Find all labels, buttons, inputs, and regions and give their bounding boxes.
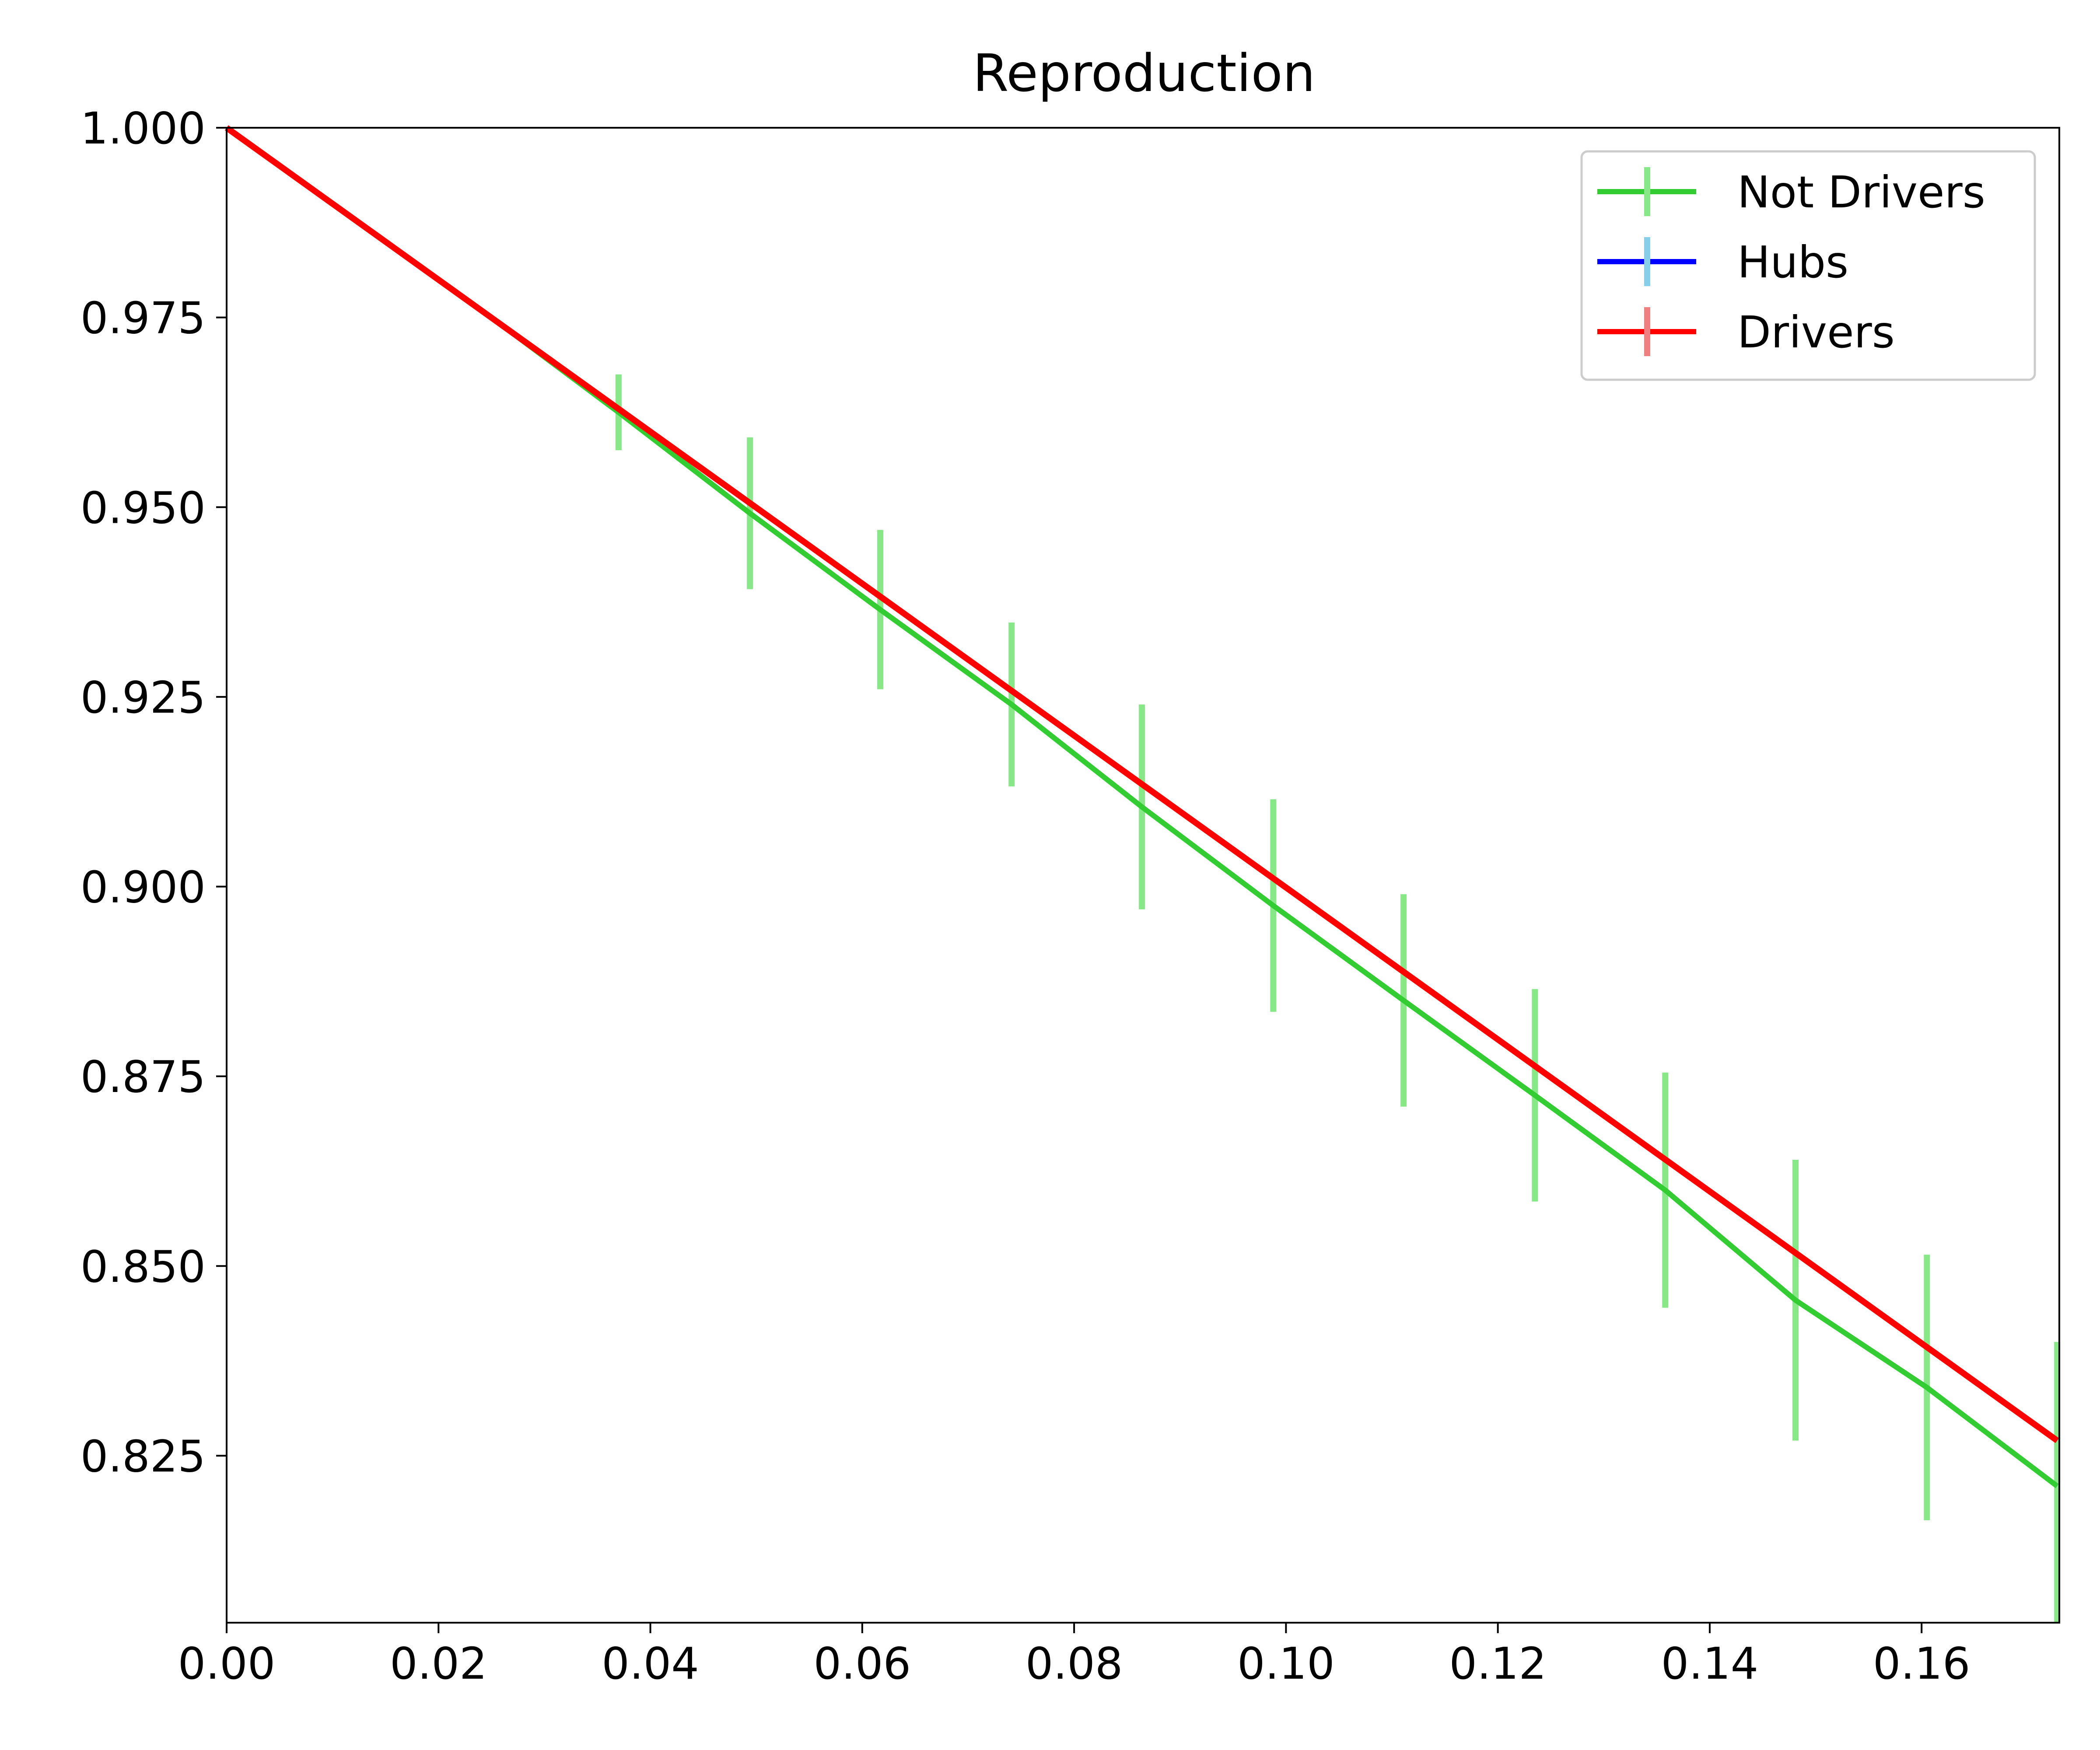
y-tick-label: 0.850 xyxy=(80,1241,206,1292)
y-tick-label: 0.875 xyxy=(80,1051,206,1102)
x-tick-label: 0.00 xyxy=(178,1638,276,1689)
y-axis: 0.825 0.850 0.875 0.900 0.925 0.950 0.975 1.000 xyxy=(80,103,227,1482)
y-tick-label: 0.975 xyxy=(80,293,206,344)
x-tick-label: 0.16 xyxy=(1873,1638,1970,1689)
legend-label-hubs: Hubs xyxy=(1737,237,1848,288)
y-tick-label: 0.925 xyxy=(80,672,206,723)
legend-label-not-drivers: Not Drivers xyxy=(1737,167,1985,218)
x-axis: 0.00 0.02 0.04 0.06 0.08 0.10 0.12 0.14 0.16 xyxy=(178,1623,1970,1689)
legend-box xyxy=(1580,150,2036,381)
x-tick-label: 0.10 xyxy=(1237,1638,1335,1689)
legend: Not Drivers Hubs Drivers xyxy=(1580,150,2036,381)
x-tick-label: 0.12 xyxy=(1449,1638,1547,1689)
x-tick-label: 0.02 xyxy=(390,1638,487,1689)
chart-title: Reproduction xyxy=(973,43,1316,103)
series-lines xyxy=(224,125,2059,1488)
x-tick-label: 0.08 xyxy=(1026,1638,1123,1689)
x-tick-label: 0.06 xyxy=(814,1638,911,1689)
series-line-drivers xyxy=(224,125,2059,1443)
y-tick-label: 0.900 xyxy=(80,862,206,913)
legend-label-drivers: Drivers xyxy=(1737,307,1895,358)
x-tick-label: 0.14 xyxy=(1661,1638,1759,1689)
plot-frame xyxy=(226,127,2060,1624)
y-tick-label: 0.825 xyxy=(80,1431,206,1482)
x-tick-label: 0.04 xyxy=(602,1638,699,1689)
y-tick-label: 0.950 xyxy=(80,482,206,533)
y-tick-label: 1.000 xyxy=(80,103,206,154)
